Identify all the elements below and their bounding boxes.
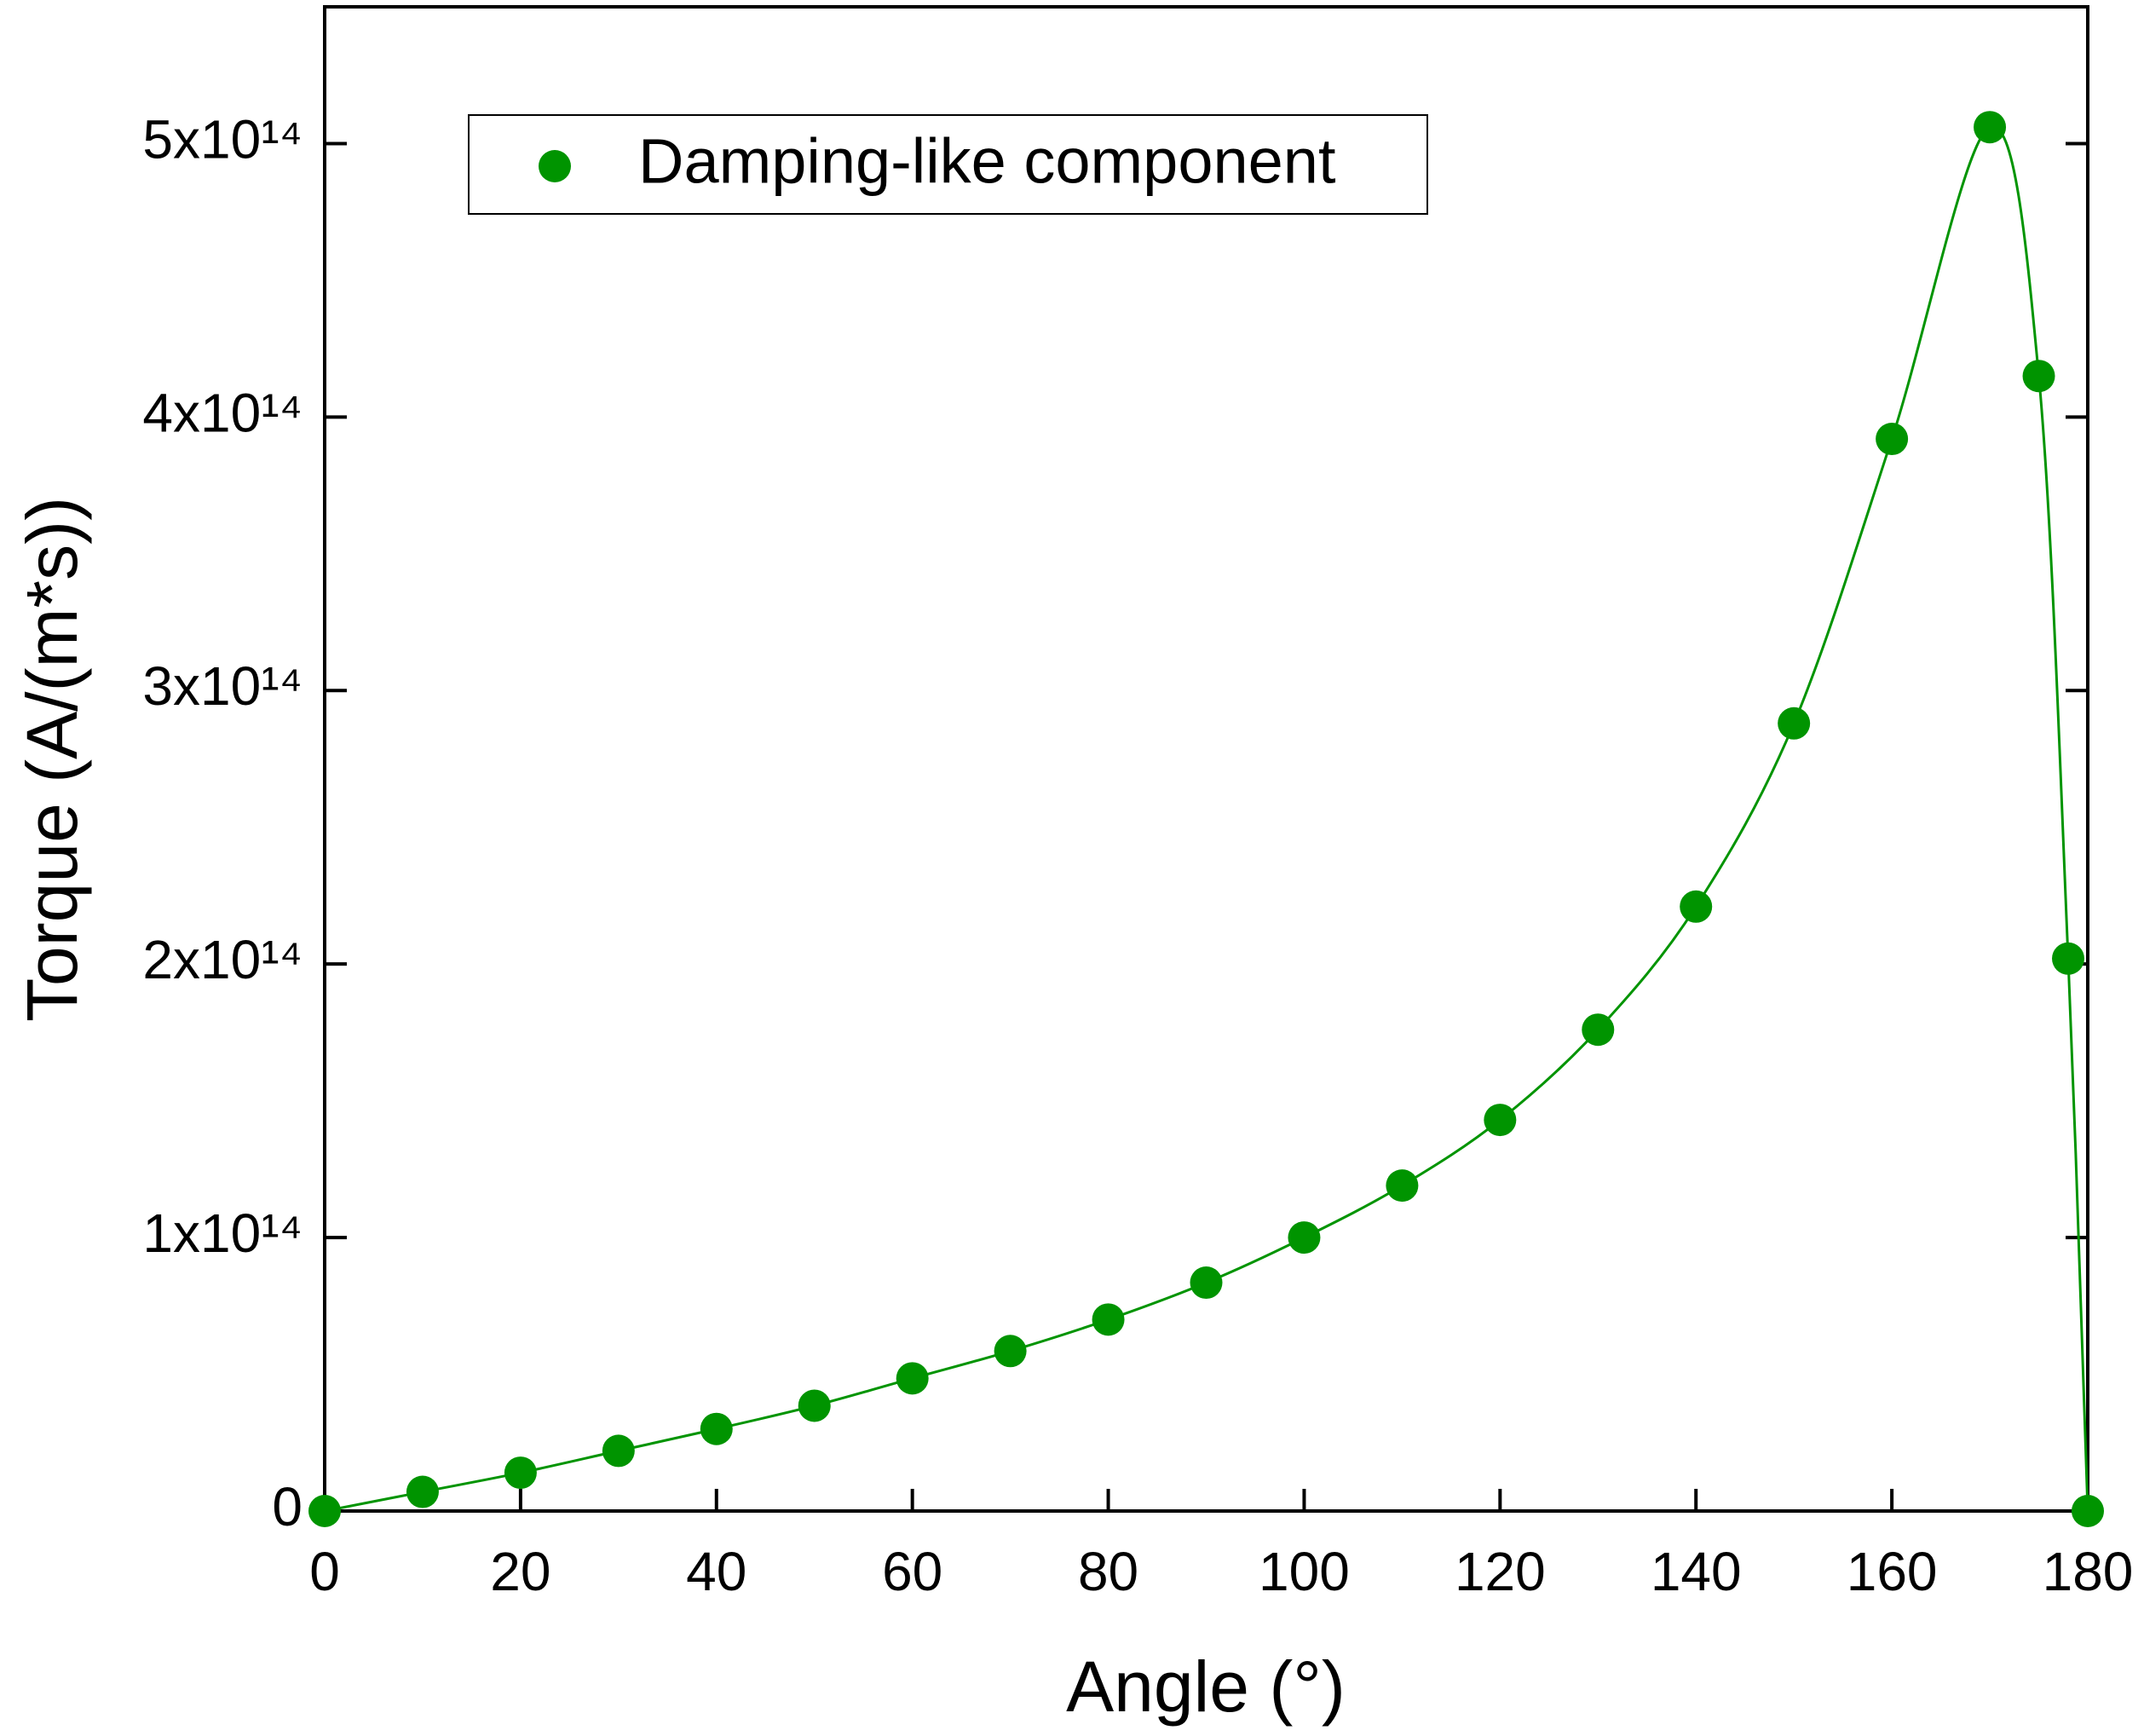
data-point (1484, 1104, 1517, 1137)
y-tick-label: 5x10¹⁴ (142, 108, 303, 170)
data-point (2022, 360, 2055, 393)
x-tick-label: 80 (1078, 1541, 1138, 1602)
fit-line (324, 125, 2089, 1513)
y-tick-label: 1x10¹⁴ (142, 1203, 303, 1264)
x-tick-label: 0 (309, 1541, 340, 1602)
x-tick-label: 20 (490, 1541, 550, 1602)
x-tick-label: 180 (2043, 1541, 2134, 1602)
x-tick-label: 100 (1259, 1541, 1350, 1602)
data-point (602, 1434, 635, 1468)
legend-marker (539, 150, 571, 182)
data-point (308, 1495, 341, 1527)
x-tick-label: 40 (686, 1541, 746, 1602)
data-point (2072, 1495, 2104, 1527)
legend-label: Damping-like component (638, 126, 1336, 197)
plot-frame (323, 5, 2089, 1513)
data-point (1680, 890, 1713, 923)
data-point (504, 1456, 537, 1490)
data-point (1386, 1169, 1419, 1203)
data-point (700, 1412, 733, 1445)
data-point (1582, 1013, 1615, 1047)
x-tick-label: 140 (1651, 1541, 1742, 1602)
data-point (2052, 942, 2085, 975)
data-point (1974, 111, 2007, 144)
y-tick-label: 2x10¹⁴ (142, 929, 303, 990)
legend-box (468, 114, 1428, 215)
data-point (1092, 1303, 1125, 1336)
y-axis-title: Torque (A/(m*s)) (12, 497, 92, 1022)
data-point (798, 1389, 831, 1422)
data-point (1288, 1221, 1321, 1254)
data-point (1778, 707, 1811, 740)
x-tick-label: 60 (882, 1541, 942, 1602)
y-tick-label: 0 (272, 1476, 303, 1537)
data-point (1876, 423, 1909, 456)
data-point (406, 1475, 439, 1508)
data-point (1190, 1266, 1223, 1300)
x-tick-label: 120 (1455, 1541, 1546, 1602)
x-tick-label: 160 (1847, 1541, 1938, 1602)
legend: Damping-like component (468, 114, 1428, 215)
data-point (896, 1362, 929, 1395)
y-tick-label: 3x10¹⁴ (142, 655, 303, 717)
x-axis-title: Angle (°) (1066, 1647, 1346, 1727)
data-point (994, 1335, 1027, 1368)
y-tick-label: 4x10¹⁴ (142, 382, 303, 443)
